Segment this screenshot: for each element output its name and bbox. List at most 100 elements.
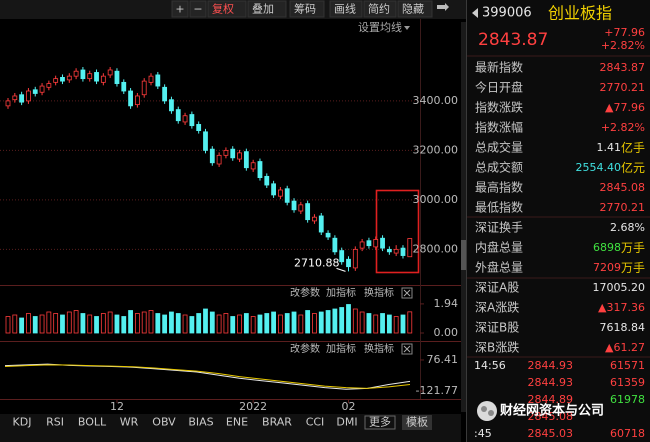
- tick-time: 14:56: [474, 359, 506, 372]
- quote-value: ▲317.36: [598, 301, 645, 314]
- toolbar-button-label[interactable]: −: [193, 3, 202, 16]
- candle-body: [94, 72, 99, 82]
- candle-body: [318, 215, 324, 233]
- panel-control[interactable]: 换指标: [364, 286, 394, 299]
- toolbar-button-label[interactable]: 画线: [334, 2, 356, 16]
- panel-close[interactable]: [403, 289, 411, 297]
- index-name: 创业板指: [548, 4, 612, 23]
- quote-value: +2.82%: [601, 121, 645, 134]
- toolbar-button-label[interactable]: 筹码: [294, 2, 316, 16]
- tab[interactable]: CCI: [306, 416, 325, 429]
- quote-value-number: 2770.21: [600, 81, 646, 94]
- volume-bar: [162, 314, 168, 334]
- volume-bar: [66, 311, 72, 334]
- candle-body: [312, 216, 317, 222]
- candle-body: [60, 77, 65, 82]
- candle-body: [257, 161, 263, 179]
- arrow-icon[interactable]: [437, 3, 449, 11]
- volume-bar: [284, 313, 290, 334]
- panel-control[interactable]: 加指标: [326, 342, 356, 355]
- candle-body: [87, 73, 93, 80]
- toolbar-button[interactable]: [171, 0, 189, 18]
- volume-bar: [393, 316, 399, 334]
- toolbar-button[interactable]: [207, 0, 247, 18]
- scrollbar[interactable]: [461, 22, 466, 412]
- tab[interactable]: DMI: [336, 416, 357, 429]
- toolbar-button-label[interactable]: 简约: [368, 2, 390, 16]
- quote-value-number: 2845.08: [600, 181, 646, 194]
- candle-body: [339, 250, 345, 263]
- panel-control[interactable]: 改参数: [290, 286, 320, 299]
- volume-bar: [305, 310, 311, 334]
- tab-bar-bg: [0, 414, 461, 442]
- volume-bar: [46, 311, 52, 334]
- volume-bar: [332, 308, 338, 334]
- quote-value-number: ▲61.27: [605, 341, 645, 354]
- quote-label: 深A涨跌: [475, 300, 519, 315]
- panel-control[interactable]: 加指标: [326, 286, 356, 299]
- index-change: +77.96: [604, 26, 645, 39]
- candle-body: [264, 175, 270, 186]
- toolbar-button-label[interactable]: 隐藏: [402, 3, 424, 16]
- panel-close[interactable]: [401, 343, 413, 355]
- volume-bar: [298, 314, 304, 334]
- quote-value: 2554.40亿元: [575, 160, 645, 175]
- candle-body: [277, 189, 283, 197]
- ma-setting[interactable]: 设置均线: [358, 20, 402, 34]
- candle-body: [386, 248, 392, 253]
- macd-line: [4, 364, 411, 389]
- volume-bar: [155, 313, 161, 334]
- toolbar-button[interactable]: [363, 0, 397, 18]
- volume-bar: [114, 314, 120, 334]
- toolbar-button-label[interactable]: +: [175, 3, 184, 16]
- scrollbar-thumb[interactable]: [461, 240, 466, 270]
- tab[interactable]: OBV: [152, 416, 176, 429]
- tab[interactable]: BIAS: [188, 416, 213, 429]
- panel-control[interactable]: 换指标: [364, 342, 394, 355]
- tick-volume: 61359: [610, 376, 645, 389]
- tab[interactable]: WR: [120, 416, 139, 429]
- tab-box[interactable]: [402, 415, 432, 430]
- candle-body: [121, 81, 127, 92]
- volume-bar: [141, 311, 147, 334]
- volume-bar: [5, 316, 11, 334]
- quote-value-unit: 亿手: [621, 140, 645, 155]
- quote-value-unit: 万手: [621, 261, 645, 275]
- tick-price: 2844.89: [528, 393, 574, 406]
- tab[interactable]: ENE: [226, 416, 248, 429]
- tab[interactable]: KDJ: [13, 416, 32, 429]
- tab[interactable]: RSI: [46, 416, 64, 429]
- quote-label: 总成交量: [475, 140, 523, 155]
- quote-value: 2770.21: [600, 81, 646, 94]
- y-tick-label: 3000.00: [413, 193, 459, 206]
- toolbar-button-label[interactable]: 复权: [212, 2, 234, 16]
- toolbar-button[interactable]: [189, 0, 207, 18]
- tab[interactable]: 模板: [406, 415, 428, 429]
- panel-close[interactable]: [403, 345, 411, 353]
- panel-close[interactable]: [401, 287, 413, 299]
- back-icon[interactable]: [472, 8, 478, 18]
- volume-bar: [175, 313, 181, 334]
- volume-bar: [312, 313, 317, 334]
- quote-value-number: ▲77.96: [605, 101, 645, 114]
- tab[interactable]: 更多: [369, 415, 391, 429]
- volume-bar: [223, 313, 229, 334]
- quote-value: 7209万手: [593, 261, 645, 275]
- candle-body: [400, 247, 406, 256]
- panel-control[interactable]: 改参数: [290, 342, 320, 355]
- toolbar-button[interactable]: [397, 0, 433, 18]
- candle-body: [66, 75, 72, 81]
- tab[interactable]: BOLL: [78, 416, 107, 429]
- highlight-box: [375, 189, 420, 274]
- toolbar-button[interactable]: [329, 0, 363, 18]
- tab-box[interactable]: [364, 415, 396, 430]
- quote-value-number: 2.68%: [610, 221, 645, 234]
- toolbar-button[interactable]: [247, 0, 287, 18]
- toolbar-button-label[interactable]: 叠加: [252, 3, 274, 16]
- quote-value-number: 2554.40: [575, 161, 621, 174]
- candle-body: [223, 149, 229, 156]
- tab[interactable]: BRAR: [262, 416, 292, 429]
- quote-value: 17005.20: [593, 281, 646, 294]
- toolbar-button[interactable]: [289, 0, 325, 18]
- y-tick-label: 0.00: [434, 326, 459, 339]
